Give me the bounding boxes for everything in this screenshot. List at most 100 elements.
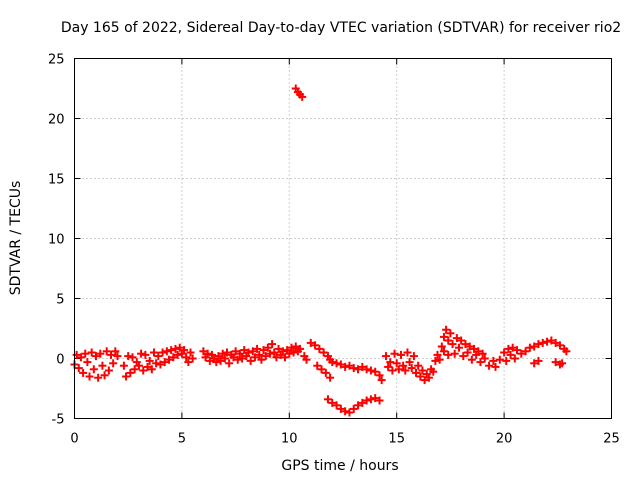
- data-point: [381, 352, 390, 361]
- data-point: [139, 366, 148, 375]
- x-tick-label: 15: [388, 432, 405, 447]
- data-point: [500, 348, 509, 357]
- data-point: [328, 398, 337, 407]
- data-point: [439, 332, 448, 341]
- data-point: [158, 348, 167, 357]
- x-tick-label: 0: [70, 432, 78, 447]
- grid: [74, 58, 612, 419]
- data-point: [212, 358, 221, 367]
- data-point: [465, 342, 474, 351]
- data-point: [154, 352, 163, 361]
- data-point: [255, 350, 264, 359]
- y-tick-label: -5: [52, 413, 65, 428]
- data-point: [399, 361, 408, 370]
- data-point: [220, 354, 229, 363]
- data-point: [510, 354, 519, 363]
- data-point: [76, 353, 85, 362]
- data-point: [169, 353, 178, 362]
- data-point: [137, 349, 146, 358]
- data-point: [298, 92, 307, 101]
- data-point: [491, 362, 500, 371]
- data-point: [216, 356, 225, 365]
- data-point: [461, 340, 470, 349]
- data-point: [332, 359, 341, 368]
- data-point: [285, 349, 294, 358]
- data-point: [119, 361, 128, 370]
- data-point: [424, 373, 433, 382]
- data-point: [452, 334, 461, 343]
- y-tick-label: 10: [48, 233, 65, 248]
- data-point: [248, 347, 257, 356]
- data-point: [313, 361, 322, 370]
- data-point: [240, 346, 249, 355]
- data-point: [289, 348, 298, 357]
- data-point: [467, 355, 476, 364]
- data-point: [345, 361, 354, 370]
- data-point: [104, 366, 113, 375]
- data-point: [261, 352, 270, 361]
- data-point: [233, 355, 242, 364]
- data-point: [543, 337, 552, 346]
- data-point: [272, 353, 281, 362]
- data-point: [145, 356, 154, 365]
- data-point: [431, 356, 440, 365]
- data-point: [547, 336, 556, 345]
- data-point: [186, 348, 195, 357]
- data-points: [70, 84, 571, 417]
- data-point: [401, 366, 410, 375]
- data-point: [354, 365, 363, 374]
- data-point: [85, 372, 94, 381]
- data-point: [508, 343, 517, 352]
- data-point: [79, 368, 88, 377]
- data-point: [474, 347, 483, 356]
- plot-border: [74, 58, 612, 419]
- data-point: [377, 376, 386, 385]
- data-point: [87, 348, 96, 357]
- data-point: [409, 352, 418, 361]
- data-point: [74, 364, 83, 373]
- data-point: [180, 346, 189, 355]
- data-point: [205, 356, 214, 365]
- data-point: [130, 365, 139, 374]
- data-point: [302, 355, 311, 364]
- data-point: [109, 359, 118, 368]
- data-point: [371, 394, 380, 403]
- data-point: [332, 401, 341, 410]
- data-point: [358, 398, 367, 407]
- data-point: [94, 373, 103, 382]
- data-point: [111, 347, 120, 356]
- data-point: [225, 359, 234, 368]
- data-point: [437, 342, 446, 351]
- data-point: [336, 404, 345, 413]
- data-point: [96, 349, 105, 358]
- data-point: [489, 356, 498, 365]
- x-tick-label: 25: [603, 432, 620, 447]
- y-tick-label: 5: [56, 293, 64, 308]
- data-point: [126, 368, 135, 377]
- data-point: [287, 343, 296, 352]
- data-point: [184, 358, 193, 367]
- data-point: [454, 343, 463, 352]
- data-point: [551, 358, 560, 367]
- data-point: [362, 396, 371, 405]
- data-point: [442, 325, 451, 334]
- data-point: [450, 349, 459, 358]
- data-point: [231, 347, 240, 356]
- data-point: [278, 347, 287, 356]
- data-point: [244, 348, 253, 357]
- data-point: [323, 395, 332, 404]
- data-point: [246, 356, 255, 365]
- data-point: [199, 347, 208, 356]
- data-point: [223, 348, 232, 357]
- x-axis-label: GPS time / hours: [281, 458, 398, 474]
- data-point: [326, 373, 335, 382]
- data-point: [521, 347, 530, 356]
- data-point: [394, 365, 403, 374]
- data-point: [517, 349, 526, 358]
- data-point: [439, 347, 448, 356]
- data-point: [156, 360, 165, 369]
- y-tick-label: 15: [48, 173, 65, 188]
- data-point: [124, 352, 133, 361]
- data-point: [72, 350, 81, 359]
- data-point: [160, 358, 169, 367]
